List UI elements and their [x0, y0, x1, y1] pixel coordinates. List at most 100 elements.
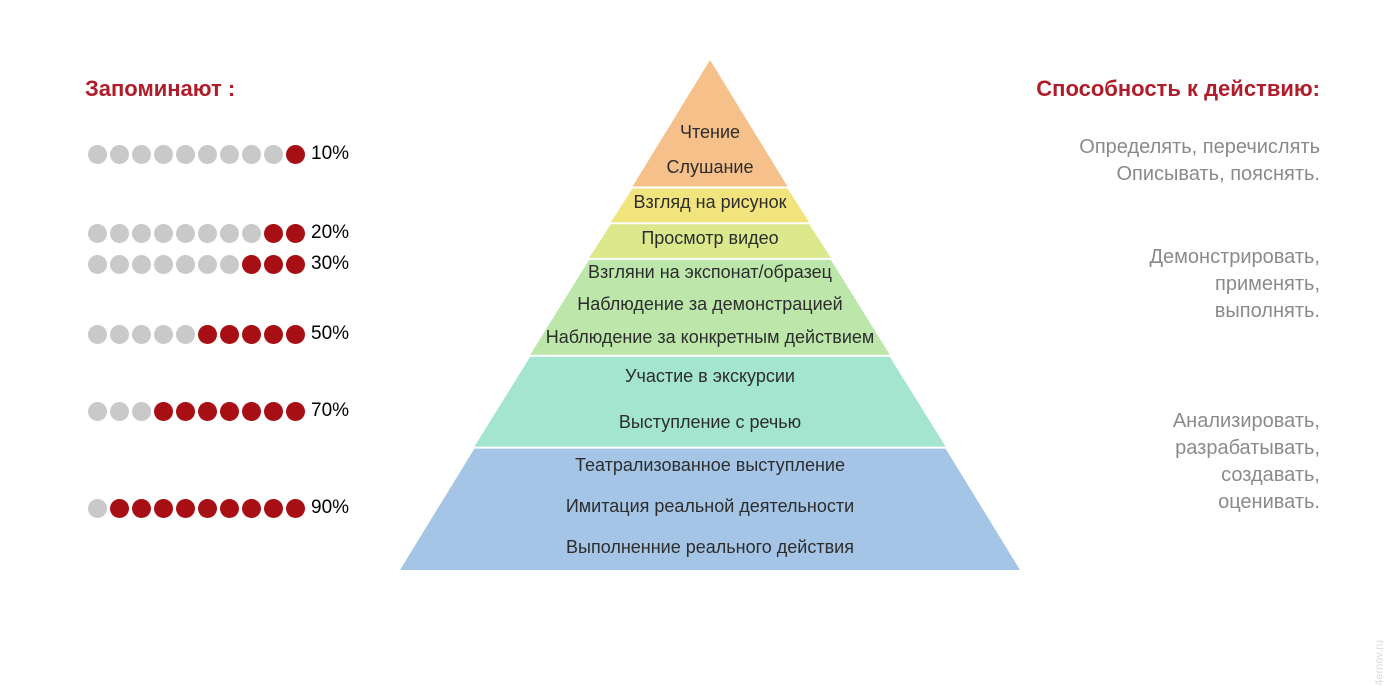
- action-line: оценивать.: [1173, 489, 1320, 516]
- dot-empty-icon: [132, 255, 151, 274]
- retention-percent: 20%: [311, 222, 349, 244]
- action-block: Анализировать,разрабатывать,создавать,оц…: [1173, 408, 1320, 516]
- dot-empty-icon: [242, 224, 261, 243]
- watermark: 4ernov.ru: [1374, 640, 1386, 686]
- retention-percent: 10%: [311, 143, 349, 165]
- dot-filled-icon: [110, 499, 129, 518]
- pyramid-label: Взгляни на экспонат/образец: [400, 262, 1020, 283]
- pyramid-label: Просмотр видео: [400, 228, 1020, 249]
- dot-empty-icon: [220, 255, 239, 274]
- dot-empty-icon: [242, 145, 261, 164]
- dot-empty-icon: [88, 402, 107, 421]
- dot-empty-icon: [110, 255, 129, 274]
- dot-empty-icon: [110, 402, 129, 421]
- action-line: применять,: [1149, 271, 1320, 298]
- dot-filled-icon: [286, 255, 305, 274]
- dot-empty-icon: [132, 402, 151, 421]
- dot-empty-icon: [220, 145, 239, 164]
- dot-empty-icon: [88, 145, 107, 164]
- learning-pyramid: Чтение Слушание Взгляд на рисунок Просмотр …: [400, 60, 1020, 570]
- retention-row: 30%: [88, 253, 349, 275]
- dot-empty-icon: [88, 325, 107, 344]
- retention-percent: 50%: [311, 323, 349, 345]
- dot-filled-icon: [154, 402, 173, 421]
- dot-filled-icon: [220, 402, 239, 421]
- dot-empty-icon: [198, 255, 217, 274]
- action-line: выполнять.: [1149, 298, 1320, 325]
- dot-empty-icon: [110, 145, 129, 164]
- dot-empty-icon: [154, 325, 173, 344]
- retention-row: 50%: [88, 323, 349, 345]
- dot-filled-icon: [264, 325, 283, 344]
- dot-filled-icon: [242, 402, 261, 421]
- dot-empty-icon: [110, 325, 129, 344]
- dot-empty-icon: [198, 145, 217, 164]
- left-heading: Запоминают :: [85, 76, 235, 102]
- right-heading: Способность к действию:: [1036, 76, 1320, 102]
- dot-filled-icon: [286, 224, 305, 243]
- dot-filled-icon: [264, 255, 283, 274]
- dot-filled-icon: [198, 402, 217, 421]
- action-line: создавать,: [1173, 462, 1320, 489]
- dot-empty-icon: [132, 224, 151, 243]
- dot-empty-icon: [220, 224, 239, 243]
- pyramid-label: Выступление с речью: [400, 412, 1020, 433]
- dot-filled-icon: [176, 499, 195, 518]
- action-line: разрабатывать,: [1173, 435, 1320, 462]
- dot-empty-icon: [132, 145, 151, 164]
- retention-percent: 70%: [311, 400, 349, 422]
- dot-filled-icon: [220, 325, 239, 344]
- dot-empty-icon: [88, 224, 107, 243]
- retention-percent: 30%: [311, 253, 349, 275]
- dot-filled-icon: [220, 499, 239, 518]
- retention-row: 10%: [88, 143, 349, 165]
- dot-empty-icon: [176, 224, 195, 243]
- dot-filled-icon: [198, 499, 217, 518]
- dot-filled-icon: [264, 402, 283, 421]
- dot-filled-icon: [286, 325, 305, 344]
- dot-empty-icon: [154, 255, 173, 274]
- dot-filled-icon: [176, 402, 195, 421]
- action-line: Анализировать,: [1173, 408, 1320, 435]
- dot-empty-icon: [176, 325, 195, 344]
- dot-empty-icon: [88, 255, 107, 274]
- retention-row: 20%: [88, 222, 349, 244]
- pyramid-label: Наблюдение за демонстрацией: [400, 294, 1020, 315]
- action-line: Демонстрировать,: [1149, 244, 1320, 271]
- dot-filled-icon: [198, 325, 217, 344]
- dot-filled-icon: [242, 255, 261, 274]
- dot-empty-icon: [264, 145, 283, 164]
- pyramid-label: Чтение: [400, 122, 1020, 143]
- dot-filled-icon: [132, 499, 151, 518]
- dot-filled-icon: [286, 499, 305, 518]
- pyramid-label: Театрализованное выступление: [400, 455, 1020, 476]
- dot-empty-icon: [88, 499, 107, 518]
- dot-filled-icon: [286, 402, 305, 421]
- dot-empty-icon: [176, 255, 195, 274]
- dot-filled-icon: [264, 499, 283, 518]
- dot-filled-icon: [154, 499, 173, 518]
- action-line: Описывать, пояснять.: [1079, 161, 1320, 188]
- dot-filled-icon: [242, 499, 261, 518]
- dot-empty-icon: [176, 145, 195, 164]
- action-line: Определять, перечислять: [1079, 134, 1320, 161]
- action-block: Демонстрировать,применять,выполнять.: [1149, 244, 1320, 325]
- pyramid-label: Выполненние реального действия: [400, 537, 1020, 558]
- retention-percent: 90%: [311, 497, 349, 519]
- retention-row: 70%: [88, 400, 349, 422]
- dot-empty-icon: [154, 145, 173, 164]
- retention-row: 90%: [88, 497, 349, 519]
- dot-empty-icon: [154, 224, 173, 243]
- action-block: Определять, перечислятьОписывать, поясня…: [1079, 134, 1320, 188]
- pyramid-label: Взгляд на рисунок: [400, 192, 1020, 213]
- dot-filled-icon: [242, 325, 261, 344]
- pyramid-label: Наблюдение за конкретным действием: [400, 327, 1020, 348]
- dot-filled-icon: [286, 145, 305, 164]
- pyramid-label: Имитация реальной деятельности: [400, 496, 1020, 517]
- dot-empty-icon: [110, 224, 129, 243]
- pyramid-label: Слушание: [400, 157, 1020, 178]
- dot-empty-icon: [132, 325, 151, 344]
- pyramid-label: Участие в экскурсии: [400, 366, 1020, 387]
- dot-empty-icon: [198, 224, 217, 243]
- dot-filled-icon: [264, 224, 283, 243]
